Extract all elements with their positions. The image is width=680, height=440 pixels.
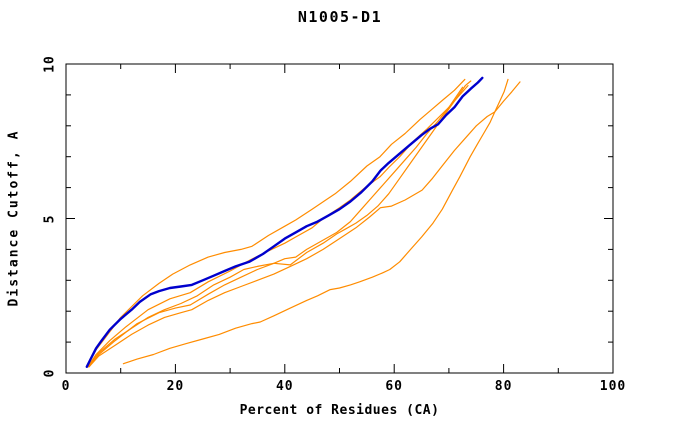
plot-frame bbox=[65, 63, 614, 374]
x-axis-label: Percent of Residues (CA) bbox=[239, 403, 440, 418]
series-model-4 bbox=[87, 80, 472, 368]
y-tick-label: 5 bbox=[42, 214, 58, 223]
x-tick-label: 80 bbox=[494, 379, 513, 394]
series-highlighted-model bbox=[85, 76, 484, 368]
chart-title: N1005-D1 bbox=[297, 8, 383, 26]
series-model-5 bbox=[88, 81, 521, 368]
y-tick-label: 0 bbox=[42, 368, 58, 378]
series-model-1 bbox=[86, 78, 466, 368]
y-tick-label: 10 bbox=[42, 55, 58, 73]
x-tick-label: 60 bbox=[385, 379, 404, 394]
series-model-6 bbox=[122, 78, 509, 365]
series-model-3 bbox=[88, 86, 464, 368]
x-tick-label: 20 bbox=[166, 379, 185, 394]
x-tick-label: 100 bbox=[599, 379, 627, 394]
y-axis-label: Distance Cutoff, A bbox=[6, 129, 22, 307]
x-tick-label: 0 bbox=[61, 379, 71, 394]
x-tick-label: 40 bbox=[275, 379, 294, 394]
